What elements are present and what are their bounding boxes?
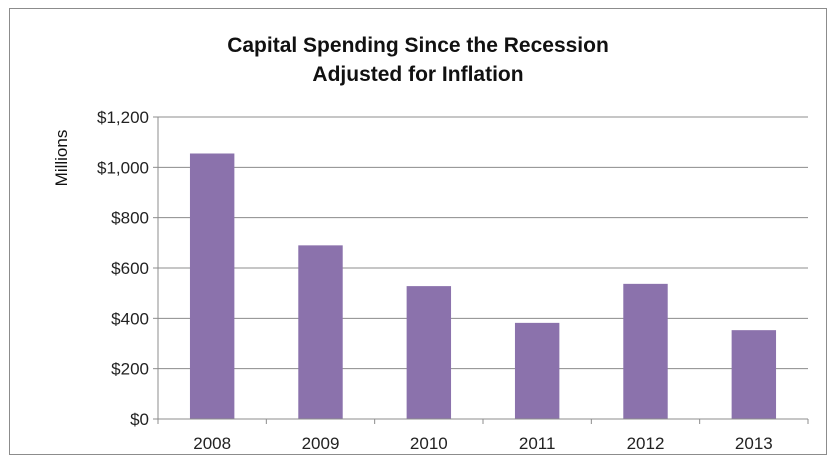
y-tick-labels: $0 $200 $400 $600 $800 $1,000 $1,200 xyxy=(97,108,149,429)
y-tick-label: $400 xyxy=(111,309,149,328)
y-tick-label: $1,200 xyxy=(97,108,149,127)
y-tick-label: $200 xyxy=(111,360,149,379)
x-tick-label: 2009 xyxy=(302,434,340,453)
y-tick-label: $800 xyxy=(111,209,149,228)
y-tick-label: $600 xyxy=(111,259,149,278)
y-tick-label: $0 xyxy=(130,410,149,429)
gridlines xyxy=(153,116,808,420)
x-tick-label: 2008 xyxy=(193,434,231,453)
chart-title: Capital Spending Since the Recession xyxy=(227,34,609,57)
bar-2009 xyxy=(298,245,343,419)
y-axis-label: Millions xyxy=(52,130,71,187)
x-tick-labels: 2008 2009 2010 2011 2012 2013 xyxy=(193,434,772,453)
chart-subtitle: Adjusted for Inflation xyxy=(312,63,524,86)
bar-2012 xyxy=(623,283,668,419)
x-tick-label: 2010 xyxy=(410,434,448,453)
y-tick-label: $1,000 xyxy=(97,158,149,177)
bar-2011 xyxy=(514,322,560,419)
bar-2010 xyxy=(406,286,452,419)
bar-2008 xyxy=(189,153,235,419)
axes xyxy=(157,117,809,424)
x-tick-label: 2012 xyxy=(627,434,665,453)
x-tick-label: 2011 xyxy=(519,434,556,453)
bars xyxy=(189,153,777,419)
x-tick-label: 2013 xyxy=(735,434,773,453)
bar-2013 xyxy=(731,330,777,419)
